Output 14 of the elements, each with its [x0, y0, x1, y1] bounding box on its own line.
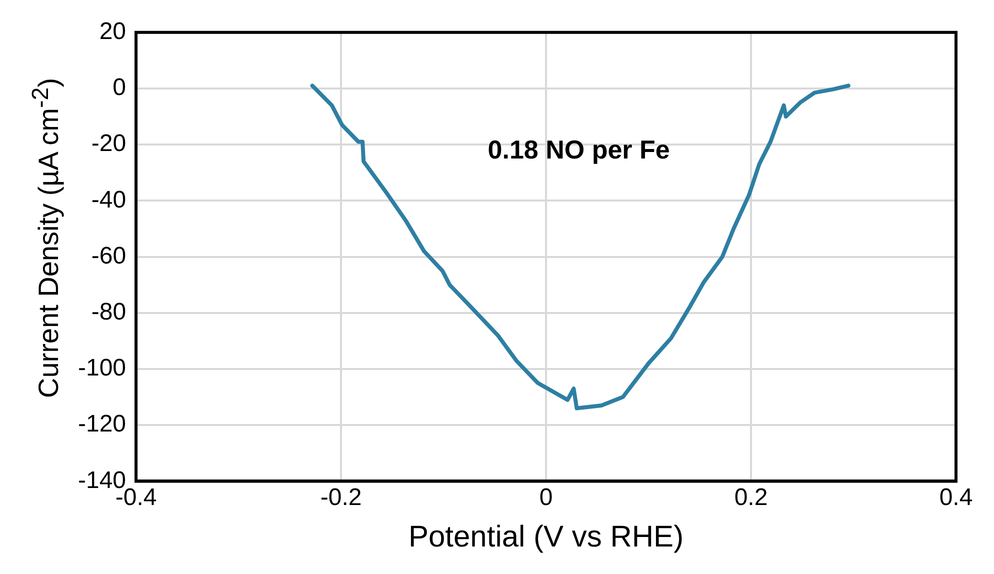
y-tick-label: -80: [91, 298, 126, 326]
x-tick-label: -0.2: [320, 484, 362, 512]
x-axis-title: Potential (V vs RHE): [408, 520, 684, 554]
y-tick-label: -20: [91, 130, 126, 158]
y-tick-label: -60: [91, 242, 126, 270]
x-tick-label: 0: [539, 484, 553, 512]
y-tick-label: 0: [112, 74, 126, 102]
x-tick-label: 0.4: [939, 484, 973, 512]
y-tick-label: -100: [78, 354, 126, 382]
y-tick-label: 20: [99, 18, 126, 46]
x-tick-label: 0.2: [734, 484, 768, 512]
y-tick-label: -40: [91, 186, 126, 214]
y-tick-label: -120: [78, 410, 126, 438]
annotation: 0.18 NO per Fe: [488, 134, 670, 165]
